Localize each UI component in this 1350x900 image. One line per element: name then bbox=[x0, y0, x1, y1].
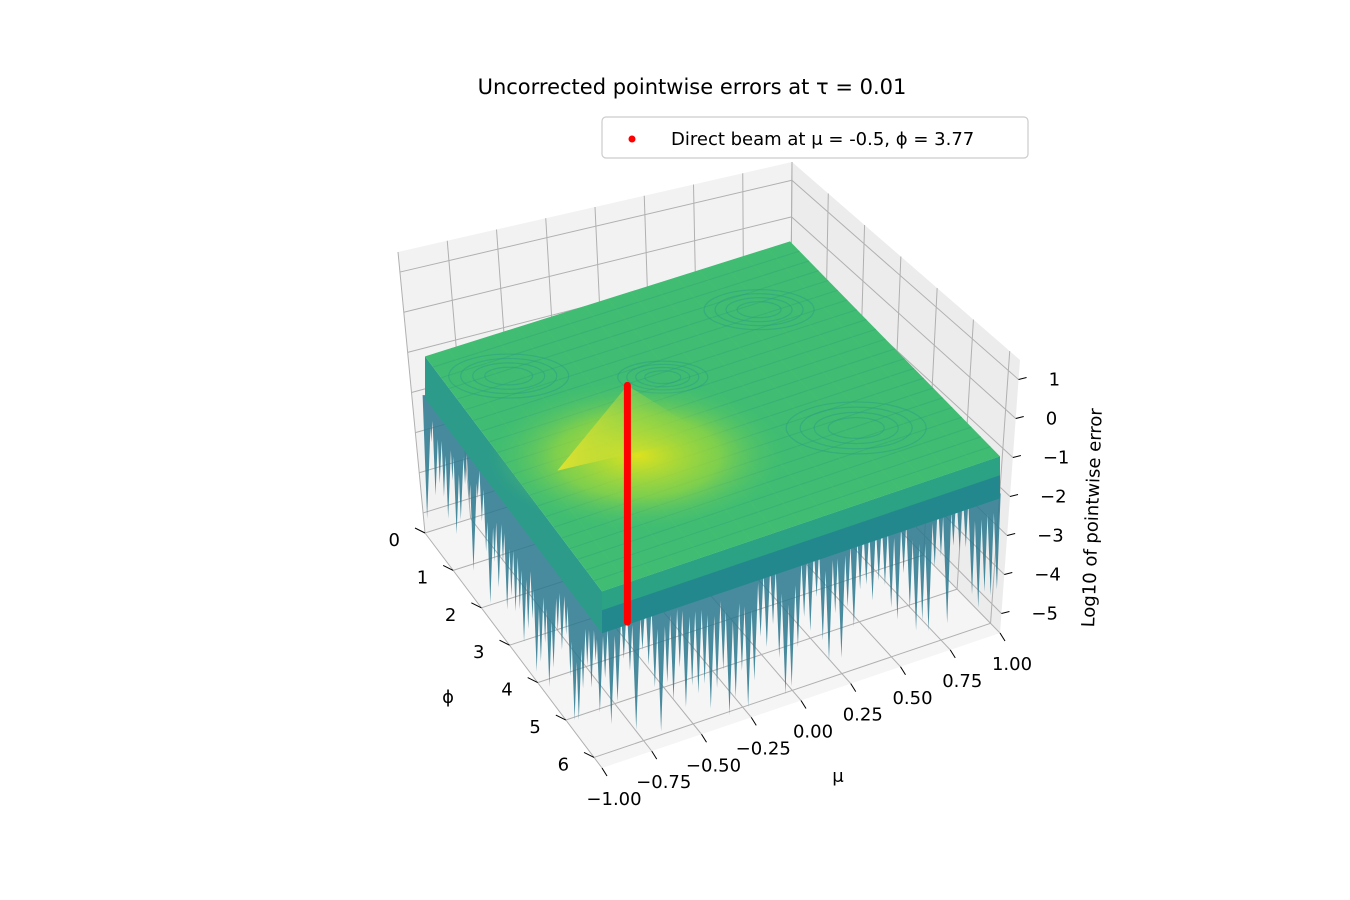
grid-line-z-back bbox=[403, 216, 792, 313]
z-tick-label: −3 bbox=[1037, 526, 1064, 547]
legend-entry: Direct beam at μ = -0.5, ϕ = 3.77 bbox=[671, 129, 974, 150]
axis-tick bbox=[555, 714, 567, 721]
axis-tick bbox=[1007, 533, 1016, 536]
surface-ring bbox=[703, 289, 815, 331]
phi-tick-label: 4 bbox=[501, 680, 512, 701]
axis-tick bbox=[900, 666, 906, 676]
axis-tick bbox=[1015, 416, 1024, 419]
mu-tick-label: 0.25 bbox=[843, 705, 883, 726]
axis-tick bbox=[800, 700, 807, 709]
surface-ripple bbox=[766, 248, 976, 466]
axis-tick bbox=[414, 527, 426, 534]
axis-tick bbox=[1004, 572, 1013, 575]
phi-tick-label: 6 bbox=[558, 754, 569, 775]
surface-ripple bbox=[473, 299, 848, 421]
mu-tick-label: −1.00 bbox=[586, 789, 641, 810]
axis-tick bbox=[750, 717, 757, 726]
axis-tick bbox=[651, 750, 658, 760]
mu-tick-label: 0.00 bbox=[793, 722, 833, 743]
mu-tick-label: −0.75 bbox=[636, 772, 691, 793]
surface-ripple bbox=[593, 446, 991, 582]
axis-tick bbox=[701, 733, 707, 743]
chart-title: Uncorrected pointwise errors at τ = 0.01 bbox=[478, 75, 907, 99]
surface-spikes bbox=[422, 395, 1001, 732]
surface-ring bbox=[448, 353, 570, 399]
surface-ripple bbox=[675, 277, 876, 499]
phi-tick-label: 5 bbox=[529, 717, 540, 738]
surface-front-band bbox=[602, 456, 1000, 611]
legend: Direct beam at μ = -0.5, ϕ = 3.77 bbox=[601, 116, 1029, 159]
error-surface bbox=[422, 241, 1001, 732]
phi-tick-label: 1 bbox=[417, 567, 428, 588]
z-tick-label: −4 bbox=[1034, 565, 1061, 586]
z-tick-label: −2 bbox=[1040, 487, 1067, 508]
grid-line-mu bbox=[470, 518, 653, 752]
z-tick-label: −1 bbox=[1043, 448, 1070, 469]
axis-tick bbox=[442, 564, 454, 571]
phi-tick-label: 2 bbox=[445, 605, 456, 626]
surface-ring bbox=[785, 401, 927, 455]
axis-tick bbox=[499, 639, 510, 646]
grid-line-z-side bbox=[791, 216, 1017, 419]
axis-tick bbox=[1001, 611, 1010, 614]
peak-ridge bbox=[557, 385, 708, 471]
mu-tick-label: 0.75 bbox=[942, 671, 982, 692]
legend-box bbox=[601, 116, 1029, 159]
surface-ripple bbox=[721, 262, 926, 482]
axis-tick bbox=[601, 767, 608, 777]
z-tick-label: 0 bbox=[1046, 409, 1057, 430]
surface-ring bbox=[736, 301, 782, 319]
mu-tick-label: 1.00 bbox=[992, 654, 1032, 675]
phi-tick-label: 0 bbox=[389, 530, 400, 551]
surface-ring bbox=[725, 297, 793, 323]
surface-ring bbox=[460, 357, 558, 395]
axis-tick bbox=[471, 602, 482, 609]
axis-tick bbox=[1009, 494, 1019, 497]
surface-ring bbox=[813, 411, 899, 445]
surface-ring bbox=[799, 406, 913, 450]
grid-line-z-side bbox=[791, 179, 1019, 380]
grid-line-phi bbox=[593, 622, 991, 758]
surface-ring bbox=[472, 362, 546, 390]
surface-ripple bbox=[465, 289, 838, 411]
axis-tick bbox=[999, 632, 1006, 642]
z-tick-label: −5 bbox=[1031, 604, 1058, 625]
legend-marker bbox=[628, 135, 636, 143]
surface-ripple bbox=[448, 270, 819, 389]
surface-ripple bbox=[744, 255, 951, 474]
phi-axis-label: ϕ bbox=[442, 687, 454, 708]
peak-glow bbox=[487, 380, 788, 531]
axis-tick bbox=[527, 677, 538, 684]
axis-tick bbox=[1012, 455, 1021, 458]
mu-tick-label: 0.50 bbox=[892, 688, 932, 709]
phi-tick-label: 3 bbox=[473, 642, 484, 663]
surface-ripple bbox=[652, 284, 852, 508]
surface-ripple bbox=[432, 250, 800, 368]
surface-ripple bbox=[577, 426, 972, 560]
axis-tick bbox=[1018, 377, 1027, 380]
z-tick-label: 1 bbox=[1049, 370, 1060, 391]
mu-tick-label: −0.25 bbox=[736, 738, 791, 759]
axis-tick bbox=[850, 683, 857, 692]
surface-ring bbox=[827, 416, 885, 439]
surface-ring bbox=[484, 366, 534, 386]
surface-ripple bbox=[585, 436, 982, 571]
mu-tick-label: −0.50 bbox=[686, 755, 741, 776]
z-axis-label: Log10 of pointwise error bbox=[1078, 407, 1107, 627]
axis-tick bbox=[949, 649, 956, 659]
grid-line-z-back bbox=[399, 179, 792, 273]
grid-line-phi bbox=[565, 588, 958, 721]
axis-tick bbox=[583, 751, 595, 758]
grid-line-mu bbox=[424, 532, 603, 769]
mu-axis-label: μ bbox=[832, 766, 844, 787]
surface-ring bbox=[714, 293, 804, 327]
surface-ripple bbox=[457, 279, 829, 400]
